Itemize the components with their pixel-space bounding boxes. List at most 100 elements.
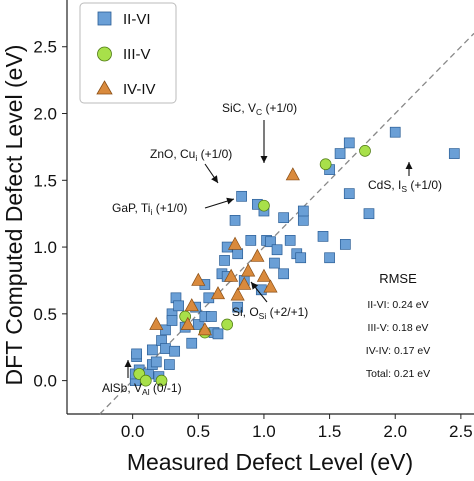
y-tick-label: 2.5 <box>33 38 57 57</box>
annotation-gap: GaP, Tii (+1/0) <box>112 197 235 217</box>
x-tick-label: 2.0 <box>383 422 407 441</box>
rmse-row: III-V: 0.18 eV <box>368 322 429 334</box>
data-point-iv-iv <box>227 236 243 250</box>
data-point-ii-vi <box>278 268 289 280</box>
data-point-ii-vi <box>343 188 355 199</box>
data-point-ii-vi <box>206 311 217 322</box>
data-point-ii-vi <box>131 348 142 360</box>
data-point-ii-vi <box>297 205 309 217</box>
y-tick-label: 0.0 <box>33 372 57 391</box>
data-point-iii-v <box>319 158 332 171</box>
y-tick-label: 0.5 <box>33 305 57 324</box>
data-point-ii-vi <box>219 255 230 266</box>
data-point-ii-vi <box>229 215 241 226</box>
data-point-iii-v <box>139 374 152 387</box>
data-point-ii-vi <box>236 190 247 202</box>
annotation-label: CdS, IS (+1/0) <box>368 178 442 194</box>
data-point-ii-vi <box>164 359 175 370</box>
data-point-ii-vi <box>271 244 283 256</box>
data-point-ii-vi <box>389 126 401 138</box>
annotation-label: ZnO, Cui (+1/0) <box>150 147 232 163</box>
data-point-iv-iv <box>285 167 300 181</box>
data-point-ii-vi <box>278 212 289 224</box>
data-point-iii-v <box>221 318 234 331</box>
y-axis-label: DFT Computed Defect Level (eV) <box>1 45 27 386</box>
data-point-ii-vi <box>295 252 307 264</box>
data-point-ii-vi <box>150 356 162 368</box>
annotation-sic: SiC, VC (+1/0) <box>222 101 297 163</box>
annotation-label: SiC, VC (+1/0) <box>222 101 297 117</box>
data-point-iv-iv <box>184 298 199 312</box>
parity-line <box>99 32 474 415</box>
data-point-ii-vi <box>317 231 329 242</box>
data-point-iv-iv <box>263 279 278 293</box>
data-point-ii-vi <box>173 300 184 312</box>
data-point-ii-vi <box>192 319 204 330</box>
legend: II-VI III-V IV-IV <box>79 2 177 104</box>
x-tick-label: 0.0 <box>121 422 145 441</box>
rmse-row: II-VI: 0.24 eV <box>367 299 428 311</box>
data-point-iv-iv <box>250 248 265 262</box>
data-point-ii-vi <box>232 248 244 260</box>
data-point-ii-vi <box>169 345 181 357</box>
data-point-iv-iv <box>230 287 245 301</box>
data-point-iii-v <box>359 145 371 157</box>
data-point-ii-vi <box>146 344 158 356</box>
rmse-row: Total: 0.21 eV <box>366 368 430 380</box>
annotation-arrowhead <box>226 197 234 205</box>
annotation-arrowhead <box>260 156 268 163</box>
legend-triangle-marker <box>96 80 113 95</box>
legend-square-marker <box>97 11 112 26</box>
legend-label-iv-iv: IV-IV <box>123 81 156 98</box>
data-point-iii-v <box>258 199 270 212</box>
y-tick-label: 1.0 <box>33 238 57 257</box>
legend-circle-marker <box>97 46 112 62</box>
legend-label-ii-vi: II-VI <box>123 11 151 28</box>
data-point-iv-iv <box>197 322 212 336</box>
data-point-iv-iv <box>224 268 239 282</box>
annotation-label: Si, OSi (+2/+1) <box>232 305 308 321</box>
data-point-ii-vi <box>186 337 198 349</box>
data-point-iv-iv <box>256 268 272 282</box>
rmse-box: RMSE II-VI: 0.24 eV III-V: 0.18 eV IV-IV… <box>366 271 430 380</box>
data-point-iii-v <box>155 374 168 387</box>
data-point-iv-iv <box>191 272 206 286</box>
data-point-iv-iv <box>210 286 226 300</box>
annotation-arrowhead <box>211 175 218 183</box>
rmse-title: RMSE <box>379 271 417 286</box>
annotation-cds: CdS, IS (+1/0) <box>368 162 442 194</box>
annotation-si: Si, OSi (+2/+1) <box>232 281 308 321</box>
x-tick-label: 1.0 <box>252 422 276 441</box>
annotation-arrowhead <box>124 360 132 367</box>
annotation-alsb: AlSb, VAl (0/-1) <box>102 360 182 397</box>
y-tick-label: 1.5 <box>33 171 57 190</box>
x-tick-label: 2.5 <box>449 422 473 441</box>
data-point-iv-iv <box>180 316 195 330</box>
data-point-ii-vi <box>284 235 296 246</box>
data-point-ii-vi <box>245 235 257 246</box>
legend-frame <box>79 2 177 104</box>
rmse-row: IV-IV: 0.17 eV <box>366 345 430 357</box>
annotation-arrowhead <box>251 282 259 290</box>
annotation-label: AlSb, VAl (0/-1) <box>102 381 182 397</box>
data-point-ii-vi <box>339 239 351 250</box>
data-point-ii-vi <box>160 343 171 354</box>
data-point-ii-vi <box>363 208 375 220</box>
data-point-ii-vi <box>297 215 309 226</box>
y-tick-label: 2.0 <box>33 105 57 124</box>
data-point-ii-vi <box>448 148 460 159</box>
data-point-ii-vi <box>334 148 346 159</box>
data-point-ii-vi <box>324 252 335 264</box>
data-point-iv-iv <box>241 263 256 277</box>
legend-label-iii-v: III-V <box>123 46 151 63</box>
data-point-ii-vi <box>343 137 355 149</box>
x-tick-label: 0.5 <box>186 422 210 441</box>
data-point-ii-vi <box>232 301 244 313</box>
data-point-ii-vi <box>166 315 178 326</box>
data-point-iv-iv <box>149 316 164 330</box>
data-point-iv-iv <box>237 276 252 290</box>
data-point-ii-vi <box>212 328 224 340</box>
plot-area: 0.0 0.5 1.0 1.5 2.0 2.5 0.0 0.5 1.0 1.5 2.0 2.5 SiC,… <box>33 0 474 441</box>
annotation-label: GaP, Tii (+1/0) <box>112 201 187 217</box>
